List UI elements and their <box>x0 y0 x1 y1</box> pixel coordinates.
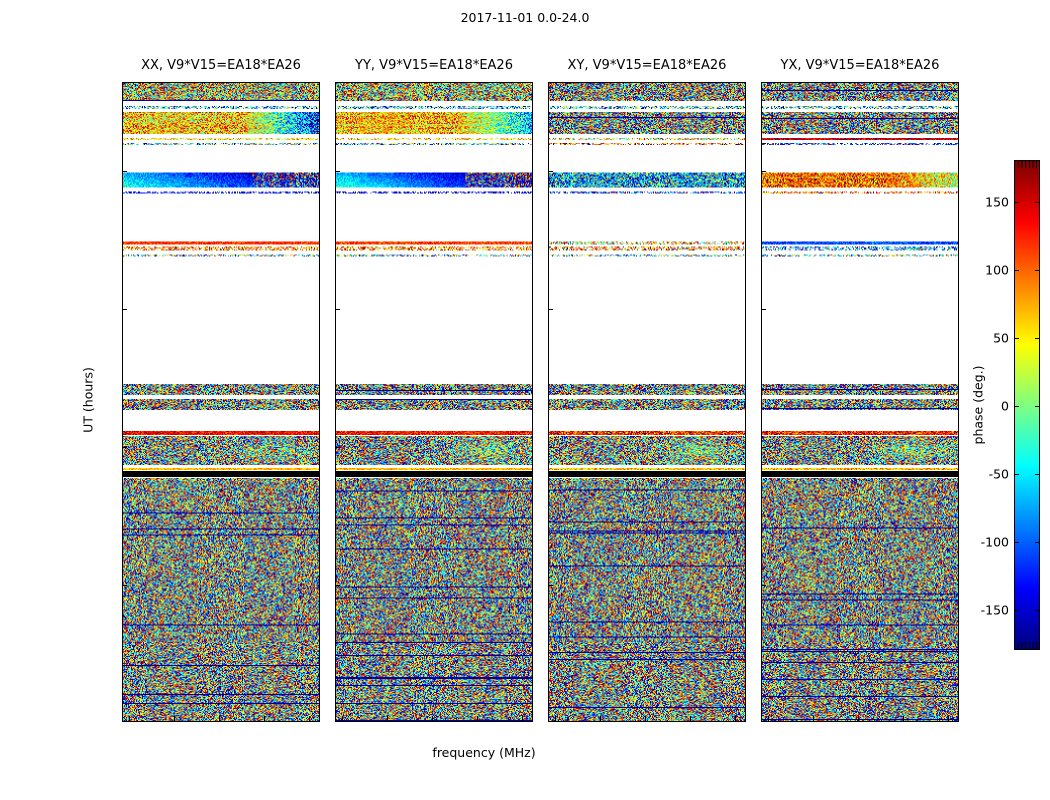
x-tick-mark <box>522 716 523 721</box>
y-tick-mark <box>123 309 127 311</box>
y-tick-mark <box>123 585 127 587</box>
plot-area-yx[interactable]: 05101520320335350365380 <box>761 82 959 722</box>
plot-area-xx[interactable]: 05101520320335350365380 <box>122 82 320 722</box>
colorbar-tick-label: 100 <box>985 262 1009 278</box>
colorbar-tick-mark <box>1014 406 1019 407</box>
y-tick-mark <box>336 171 340 173</box>
colorbar-tick-mark <box>1035 474 1040 476</box>
y-tick-mark <box>336 309 340 311</box>
y-tick-mark <box>762 585 766 587</box>
colorbar-tick-mark <box>1014 542 1019 544</box>
colorbar-tick-mark <box>1014 269 1019 271</box>
x-tick-mark <box>477 716 478 721</box>
colorbar-tick-label: 0 <box>1001 398 1009 414</box>
colorbar-tick-mark <box>1035 201 1040 203</box>
x-tick-mark <box>645 716 646 721</box>
waterfall-image-xy <box>549 83 745 721</box>
y-tick-mark <box>549 585 553 587</box>
x-tick-mark <box>219 716 220 721</box>
colorbar-tick-label: -50 <box>988 466 1009 482</box>
y-axis-label: UT (hours) <box>80 367 96 433</box>
plot-area-yy[interactable]: 05101520320335350365380 <box>335 82 533 722</box>
panel-xy: XY, V9*V15=EA18*EA26 0510152032033535036… <box>548 58 746 722</box>
panel-xx: XX, V9*V15=EA18*EA26 0510152032033535036… <box>122 58 320 722</box>
x-tick-mark <box>264 716 265 721</box>
panel-yy: YY, V9*V15=EA18*EA26 0510152032033535036… <box>335 58 533 722</box>
colorbar-tick-label: 50 <box>993 330 1009 346</box>
x-tick-mark <box>735 716 736 721</box>
x-tick-mark <box>342 716 343 721</box>
figure-suptitle: 2017-11-01 0.0-24.0 <box>460 10 590 25</box>
colorbar-gradient <box>1015 161 1039 649</box>
x-tick-mark <box>309 716 310 721</box>
x-axis-label: frequency (MHz) <box>432 745 536 760</box>
y-tick-mark <box>762 171 766 173</box>
colorbar-tick-mark <box>1035 406 1040 407</box>
colorbar-tick-mark <box>1035 610 1040 612</box>
y-tick-mark <box>336 585 340 587</box>
colorbar-tick-label: -150 <box>980 602 1009 618</box>
panel-title-xy: XY, V9*V15=EA18*EA26 <box>567 58 727 73</box>
y-tick-mark <box>762 447 766 449</box>
panel-title-xx: XX, V9*V15=EA18*EA26 <box>141 58 301 73</box>
x-tick-mark <box>903 716 904 721</box>
colorbar-label: phase (deg.) <box>970 365 986 445</box>
x-tick-mark <box>432 716 433 721</box>
colorbar-tick-mark <box>1035 337 1040 339</box>
y-tick-mark <box>549 171 553 173</box>
colorbar-tick-mark <box>1035 269 1040 271</box>
colorbar[interactable]: 150 100 50 0 -50 -100 -150 <box>981 160 1040 650</box>
colorbar-tick-mark <box>1035 542 1040 544</box>
y-tick-mark <box>549 447 553 449</box>
colorbar-tick-mark <box>1014 474 1019 476</box>
panel-yx: YX, V9*V15=EA18*EA26 0510152032033535036… <box>761 58 959 722</box>
y-tick-mark <box>549 309 553 311</box>
panel-title-yy: YY, V9*V15=EA18*EA26 <box>355 58 513 73</box>
waterfall-image-xx <box>123 83 319 721</box>
x-tick-mark <box>555 716 556 721</box>
x-tick-mark <box>129 716 130 721</box>
waterfall-image-yx <box>762 83 958 721</box>
y-tick-mark <box>762 309 766 311</box>
plot-area-xy[interactable]: 05101520320335350365380 <box>548 82 746 722</box>
colorbar-tick-label: -100 <box>980 534 1009 550</box>
colorbar-tick-mark <box>1014 610 1019 612</box>
x-tick-mark <box>174 716 175 721</box>
waterfall-image-yy <box>336 83 532 721</box>
colorbar-tick-mark <box>1014 201 1019 203</box>
y-tick-mark <box>336 447 340 449</box>
x-tick-mark <box>948 716 949 721</box>
colorbar-tick-mark <box>1014 337 1019 339</box>
panel-title-yx: YX, V9*V15=EA18*EA26 <box>780 58 940 73</box>
x-tick-mark <box>600 716 601 721</box>
x-tick-mark <box>690 716 691 721</box>
x-tick-mark <box>813 716 814 721</box>
x-tick-mark <box>387 716 388 721</box>
y-tick-mark <box>123 447 127 449</box>
x-tick-mark <box>858 716 859 721</box>
colorbar-tick-label: 150 <box>985 194 1009 210</box>
x-tick-mark <box>768 716 769 721</box>
y-tick-mark <box>123 171 127 173</box>
